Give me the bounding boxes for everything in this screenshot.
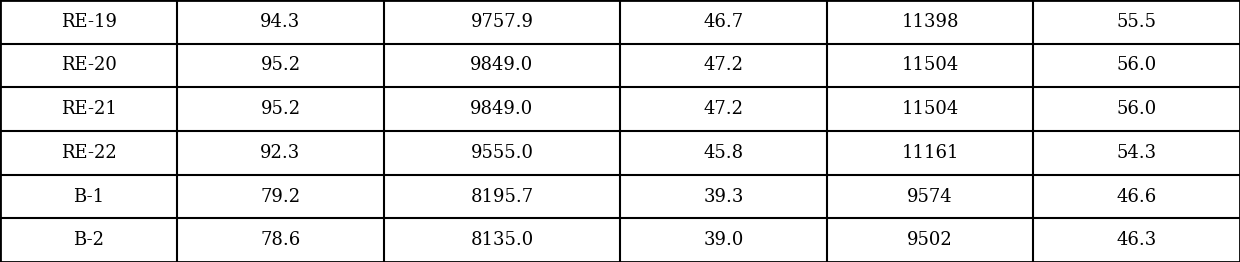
Text: 8135.0: 8135.0 [470,231,533,249]
Text: 94.3: 94.3 [260,13,300,31]
Text: 11398: 11398 [901,13,959,31]
Text: 46.7: 46.7 [703,13,744,31]
Text: 39.3: 39.3 [703,188,744,205]
Text: 78.6: 78.6 [260,231,300,249]
Text: 95.2: 95.2 [260,57,300,74]
Text: 11504: 11504 [901,100,959,118]
Text: 56.0: 56.0 [1116,100,1157,118]
Text: 46.3: 46.3 [1116,231,1157,249]
Text: 55.5: 55.5 [1117,13,1157,31]
Text: 39.0: 39.0 [703,231,744,249]
Text: 56.0: 56.0 [1116,57,1157,74]
Text: RE-21: RE-21 [61,100,117,118]
Text: 92.3: 92.3 [260,144,300,162]
Text: 46.6: 46.6 [1116,188,1157,205]
Text: 9574: 9574 [908,188,952,205]
Text: 9849.0: 9849.0 [470,57,533,74]
Text: 79.2: 79.2 [260,188,300,205]
Text: 8195.7: 8195.7 [470,188,533,205]
Text: 54.3: 54.3 [1116,144,1157,162]
Text: 47.2: 47.2 [703,57,743,74]
Text: 47.2: 47.2 [703,100,743,118]
Text: 11161: 11161 [901,144,959,162]
Text: RE-20: RE-20 [61,57,117,74]
Text: 9502: 9502 [908,231,952,249]
Text: B-2: B-2 [73,231,104,249]
Text: RE-22: RE-22 [61,144,117,162]
Text: B-1: B-1 [73,188,104,205]
Text: 45.8: 45.8 [703,144,744,162]
Text: RE-19: RE-19 [61,13,117,31]
Text: 9849.0: 9849.0 [470,100,533,118]
Text: 11504: 11504 [901,57,959,74]
Text: 9555.0: 9555.0 [470,144,533,162]
Text: 9757.9: 9757.9 [470,13,533,31]
Text: 95.2: 95.2 [260,100,300,118]
